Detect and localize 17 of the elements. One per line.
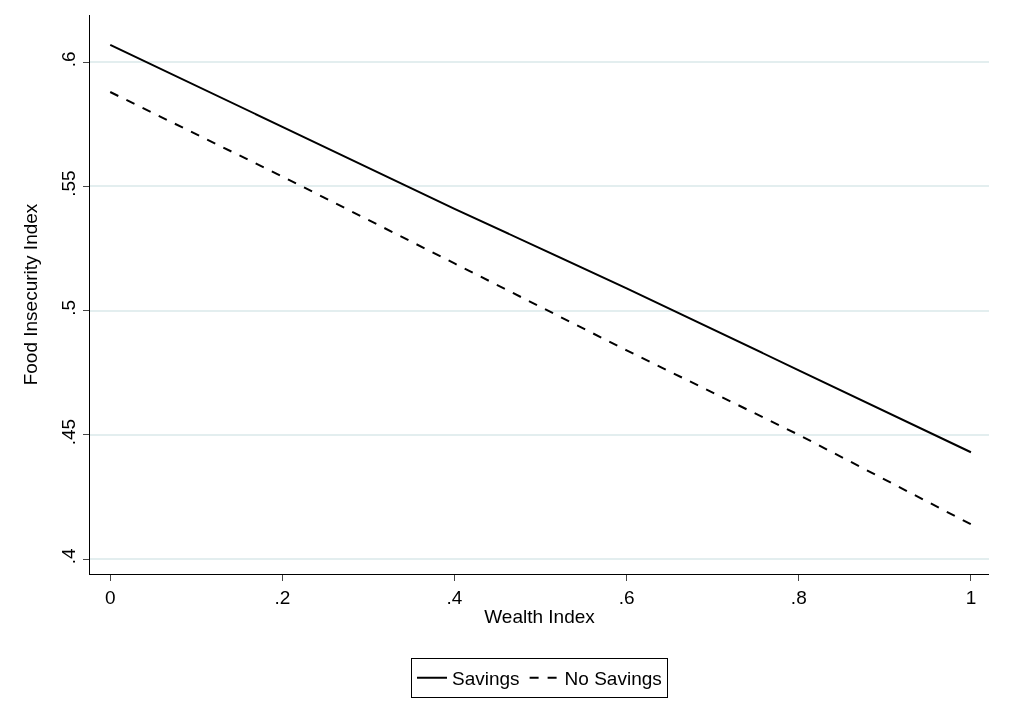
y-tick-label: .6 (58, 51, 80, 68)
x-tick-label: 0 (104, 586, 116, 608)
x-tick-label: .8 (790, 586, 807, 608)
x-tick-label: .4 (446, 586, 463, 608)
line-series (109, 91, 972, 526)
y-tick-label: .55 (58, 170, 80, 197)
x-tick-label: .2 (274, 586, 291, 608)
x-axis-title: Wealth Index (484, 605, 596, 627)
x-tick-label: 1 (965, 586, 977, 608)
y-tick-label: .5 (58, 299, 80, 316)
y-tick-label: .45 (58, 418, 80, 446)
line-series (109, 43, 972, 454)
x-tick-label: .6 (618, 586, 635, 608)
legend-label: No Savings (564, 668, 662, 690)
y-tick-label: .4 (58, 547, 80, 565)
legend-label: Savings (452, 668, 520, 690)
y-axis-title: Food Insecurity Index (20, 203, 42, 386)
